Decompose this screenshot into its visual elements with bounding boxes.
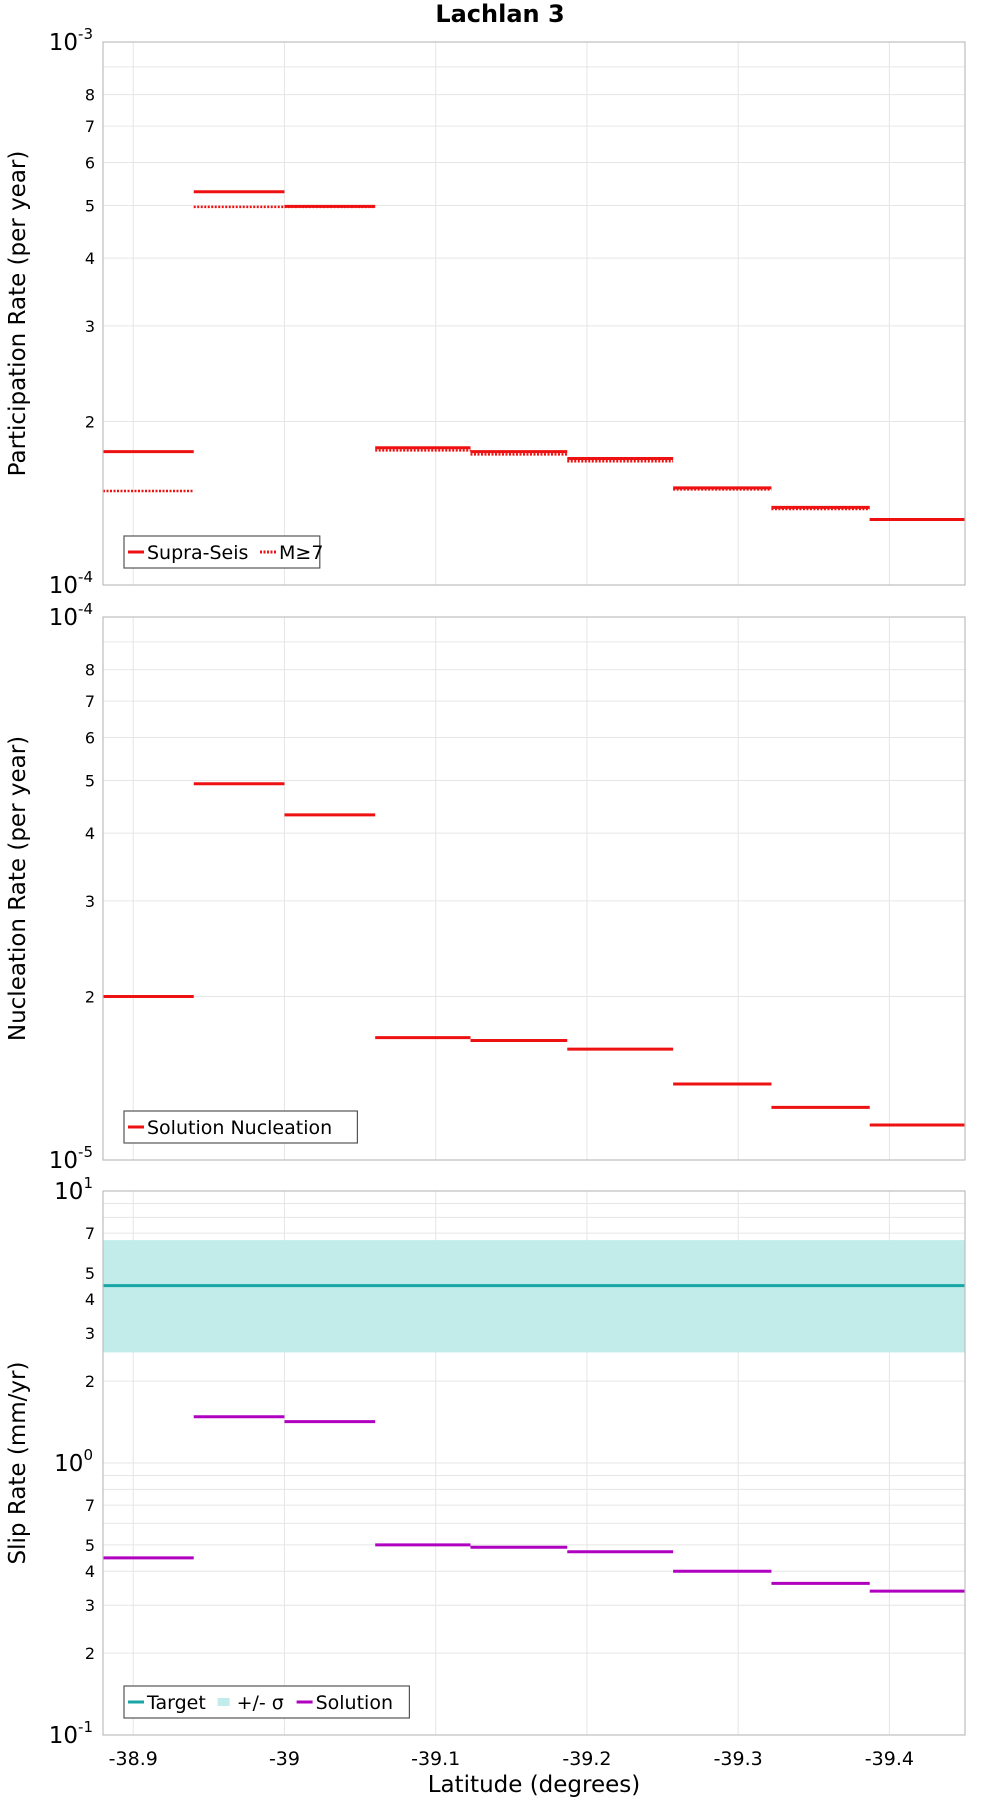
- y-minor-tick-label: 7: [85, 692, 95, 711]
- y-minor-tick-label: 2: [85, 413, 95, 432]
- legend-swatch: [217, 1698, 230, 1706]
- y-minor-tick-label: 5: [85, 1536, 95, 1555]
- sigma-band: [103, 1240, 965, 1353]
- y-tick-label: 10-3: [49, 25, 93, 56]
- x-tick-label: -39.2: [562, 1748, 611, 1770]
- legend-box: [123, 1110, 358, 1144]
- y-tick-exponent: -4: [78, 568, 93, 586]
- legend-label: Solution Nucleation: [147, 1117, 332, 1139]
- y-tick-exponent: 0: [83, 1446, 93, 1464]
- y-tick-exponent: -1: [78, 1718, 93, 1736]
- series-m-7: [103, 205, 965, 521]
- plot-frame: [102, 1190, 966, 1736]
- y-tick-base: 10: [54, 1179, 83, 1205]
- legend: Solution Nucleation: [123, 1110, 358, 1144]
- y-minor-tick-label: 4: [85, 824, 95, 843]
- x-ticks: -38.9 -39 -39.1 -39.2 -39.3 -39.4: [109, 1748, 914, 1770]
- y-minor-tick-label: 7: [85, 1496, 95, 1515]
- y-minor-tick-label: 5: [85, 1264, 95, 1283]
- y-tick-exponent: -4: [78, 600, 93, 618]
- y-tick-exponent: -3: [78, 25, 93, 43]
- plot-frame: [102, 616, 966, 1161]
- legend-label: +/- σ: [237, 1692, 284, 1714]
- y-tick-exponent: 1: [83, 1174, 93, 1192]
- y-minor-tick-label: 8: [85, 661, 95, 680]
- x-tick-label: -39.4: [865, 1748, 914, 1770]
- legend-box: [123, 1685, 410, 1719]
- x-tick-label: -38.9: [109, 1748, 158, 1770]
- y-tick-label: 10-4: [49, 568, 93, 599]
- y-minor-tick-label: 3: [85, 1324, 95, 1343]
- y-minor-tick-label: 3: [85, 892, 95, 911]
- x-axis-label: Latitude (degrees): [428, 1772, 641, 1798]
- y-minor-tick-label: 7: [85, 117, 95, 136]
- y-tick-base: 10: [49, 605, 78, 631]
- y-axis-label: Nucleation Rate (per year): [5, 736, 31, 1041]
- y-minor-tick-label: 5: [85, 771, 95, 790]
- y-minor-tick-label: 7: [85, 1224, 95, 1243]
- y-minor-tick-label: 5: [85, 196, 95, 215]
- y-minor-tick-label: 6: [85, 728, 95, 747]
- y-minor-tick-label: 3: [85, 1596, 95, 1615]
- x-tick-label: -39.1: [411, 1748, 460, 1770]
- y-minor-tick-label: 4: [85, 1562, 95, 1581]
- y-minor-tick-label: 2: [85, 1644, 95, 1663]
- grid: [103, 41, 965, 586]
- y-minor-tick-label: 2: [85, 988, 95, 1007]
- y-tick-label: 101: [54, 1174, 93, 1205]
- y-tick-base: 10: [49, 30, 78, 56]
- y-minor-tick-label: 4: [85, 1290, 95, 1309]
- y-minor-tick-label: 8: [85, 86, 95, 105]
- y-minor-tick-label: 6: [85, 153, 95, 172]
- y-tick-label: 10-4: [49, 600, 93, 631]
- y-tick-base: 10: [49, 1148, 78, 1174]
- series-supra-seis: [103, 190, 965, 522]
- legend-box: [123, 535, 321, 569]
- legend: Supra-Seis M≥7: [123, 535, 323, 569]
- y-minor-tick-label: 3: [85, 317, 95, 336]
- y-tick-base: 10: [49, 573, 78, 599]
- y-minor-tick-label: 4: [85, 249, 95, 268]
- y-tick-exponent: -5: [78, 1143, 93, 1161]
- x-tick-label: -39.3: [714, 1748, 763, 1770]
- legend: Target +/- σ Solution: [123, 1685, 410, 1719]
- plot-frame: [102, 41, 966, 586]
- legend-label: Supra-Seis: [147, 542, 248, 564]
- chart-title: Lachlan 3: [435, 0, 564, 28]
- y-tick-label: 10-5: [49, 1143, 93, 1174]
- y-tick-label: 10-1: [49, 1718, 93, 1749]
- legend-label: M≥7: [279, 542, 323, 564]
- series-solution-nucleation: [103, 782, 965, 1127]
- legend-label: Target: [146, 1692, 206, 1714]
- x-tick-label: -39: [269, 1748, 300, 1770]
- y-tick-base: 10: [54, 1451, 83, 1477]
- grid: [103, 616, 965, 1161]
- y-axis-label: Slip Rate (mm/yr): [5, 1362, 31, 1565]
- y-tick-label: 100: [54, 1446, 93, 1477]
- y-minor-tick-label: 2: [85, 1372, 95, 1391]
- y-axis-label: Participation Rate (per year): [5, 151, 31, 477]
- y-tick-base: 10: [49, 1723, 78, 1749]
- legend-label: Solution: [316, 1692, 393, 1714]
- series-solution: [103, 1415, 965, 1593]
